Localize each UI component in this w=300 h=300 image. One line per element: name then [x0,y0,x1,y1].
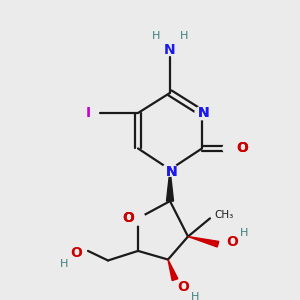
Text: N: N [164,43,176,57]
Text: O: O [122,211,134,225]
Circle shape [223,142,237,155]
Polygon shape [188,236,219,247]
Text: O: O [177,280,189,294]
Text: N: N [166,165,178,179]
Circle shape [131,212,145,225]
Text: O: O [122,211,134,225]
Text: O: O [236,141,248,155]
Text: H: H [180,32,188,41]
Text: N: N [198,106,210,120]
Text: O: O [70,246,82,260]
Circle shape [195,106,209,120]
Polygon shape [167,169,173,201]
Text: H: H [240,228,248,238]
Polygon shape [168,260,178,280]
Text: H: H [152,32,160,41]
Text: N: N [198,106,210,120]
Text: O: O [236,141,248,155]
Text: I: I [85,106,91,120]
Circle shape [163,163,177,176]
Text: O: O [226,235,238,249]
Text: H: H [191,292,199,300]
Text: H: H [60,259,68,269]
Text: N: N [166,165,178,179]
Text: CH₃: CH₃ [214,209,234,220]
